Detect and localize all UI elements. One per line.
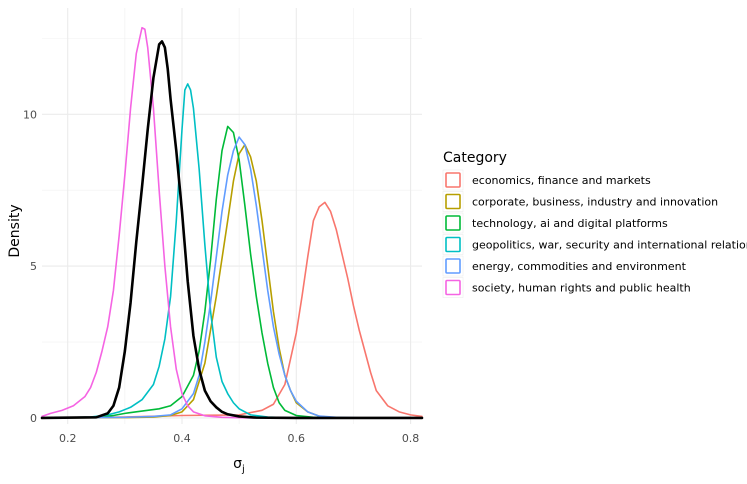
legend-key-bg (442, 277, 464, 298)
legend-title: Category (443, 150, 507, 166)
y-axis-title: Density (7, 204, 23, 257)
legend-key (445, 236, 461, 253)
series-line-1 (41, 143, 423, 419)
series-line-0 (41, 201, 423, 419)
legend-label: society, human rights and public health (472, 282, 691, 295)
series-line-4 (41, 136, 423, 419)
series-line-2 (41, 125, 423, 419)
legend-key-bg (442, 234, 464, 255)
legend-key-bg (442, 169, 464, 191)
legend: Category economics, finance and markets c… (442, 150, 747, 298)
series-line-3 (41, 83, 423, 419)
series-line-overall (40, 40, 424, 420)
legend-key (445, 193, 461, 210)
y-tick-label: 5 (30, 260, 37, 273)
series-layer (40, 26, 424, 420)
legend-key (445, 279, 461, 296)
legend-label: corporate, business, industry and innova… (472, 196, 718, 209)
series-line-5 (41, 26, 423, 419)
legend-key (445, 172, 461, 188)
y-tick-label: 10 (23, 108, 37, 121)
legend-key-bg (442, 255, 464, 277)
y-axis-ticks: 0 5 10 (23, 108, 37, 425)
x-axis-ticks: 0.2 0.4 0.6 0.8 (59, 432, 419, 445)
legend-key (445, 258, 461, 274)
legend-label: economics, finance and markets (472, 174, 651, 187)
legend-key-bg (442, 191, 464, 212)
x-tick-label: 0.8 (402, 432, 420, 445)
y-tick-label: 0 (30, 412, 37, 425)
legend-key (445, 215, 461, 231)
x-tick-label: 0.4 (173, 432, 191, 445)
legend-label: technology, ai and digital platforms (472, 217, 668, 230)
x-tick-label: 0.2 (59, 432, 77, 445)
legend-label: energy, commodities and environment (472, 260, 687, 273)
legend-key-bg (442, 212, 464, 234)
legend-label: geopolitics, war, security and internati… (472, 239, 747, 252)
x-axis-title: σj (233, 456, 245, 475)
x-axis-title-subscript: j (241, 464, 245, 475)
x-tick-label: 0.6 (288, 432, 306, 445)
